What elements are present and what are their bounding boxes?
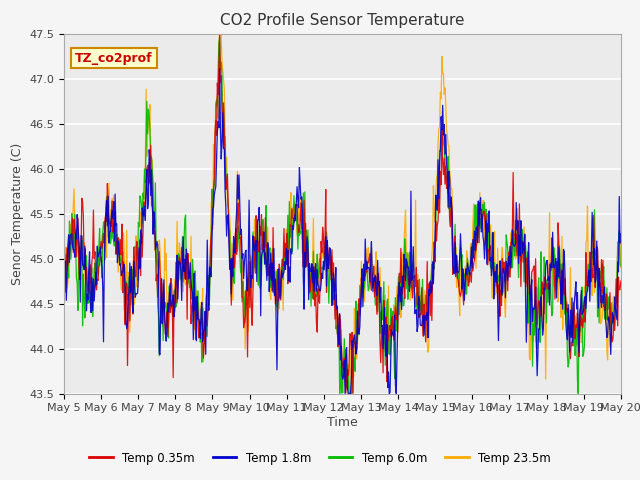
Temp 0.35m	[412, 284, 419, 289]
Temp 23.5m	[60, 284, 68, 289]
Temp 1.8m	[127, 264, 135, 269]
Temp 6.0m	[412, 304, 419, 310]
Temp 0.35m	[349, 390, 356, 396]
Temp 6.0m	[60, 294, 68, 300]
Temp 1.8m	[70, 247, 78, 253]
Temp 23.5m	[70, 186, 78, 192]
Temp 0.35m	[184, 251, 192, 256]
Line: Temp 23.5m: Temp 23.5m	[64, 34, 621, 394]
Temp 0.35m	[216, 32, 223, 37]
Temp 0.35m	[127, 276, 135, 282]
Temp 1.8m	[216, 66, 223, 72]
Temp 23.5m	[428, 254, 436, 260]
X-axis label: Time: Time	[327, 416, 358, 429]
Temp 1.8m	[60, 259, 68, 265]
Text: TZ_co2prof: TZ_co2prof	[75, 51, 153, 65]
Temp 1.8m	[617, 231, 625, 237]
Temp 6.0m	[336, 391, 344, 396]
Temp 0.35m	[214, 80, 221, 86]
Temp 1.8m	[214, 129, 221, 135]
Temp 0.35m	[428, 318, 436, 324]
Temp 1.8m	[428, 288, 436, 293]
Temp 23.5m	[216, 31, 223, 36]
Temp 23.5m	[127, 280, 135, 286]
Legend: Temp 0.35m, Temp 1.8m, Temp 6.0m, Temp 23.5m: Temp 0.35m, Temp 1.8m, Temp 6.0m, Temp 2…	[84, 447, 556, 469]
Temp 1.8m	[412, 308, 419, 313]
Line: Temp 1.8m: Temp 1.8m	[64, 69, 621, 394]
Title: CO2 Profile Sensor Temperature: CO2 Profile Sensor Temperature	[220, 13, 465, 28]
Temp 23.5m	[214, 94, 221, 99]
Temp 6.0m	[428, 261, 436, 267]
Temp 23.5m	[617, 265, 625, 271]
Line: Temp 0.35m: Temp 0.35m	[64, 35, 621, 393]
Temp 0.35m	[60, 252, 68, 258]
Temp 0.35m	[70, 217, 78, 223]
Temp 23.5m	[412, 197, 419, 203]
Y-axis label: Senor Temperature (C): Senor Temperature (C)	[11, 143, 24, 285]
Temp 6.0m	[184, 281, 192, 287]
Temp 6.0m	[617, 263, 625, 269]
Temp 0.35m	[617, 278, 625, 284]
Temp 6.0m	[214, 103, 221, 109]
Temp 1.8m	[184, 259, 192, 264]
Temp 23.5m	[346, 391, 353, 396]
Temp 23.5m	[184, 276, 192, 281]
Temp 6.0m	[70, 246, 78, 252]
Temp 1.8m	[341, 391, 349, 396]
Temp 6.0m	[216, 35, 223, 40]
Temp 6.0m	[127, 267, 135, 273]
Line: Temp 6.0m: Temp 6.0m	[64, 37, 621, 394]
